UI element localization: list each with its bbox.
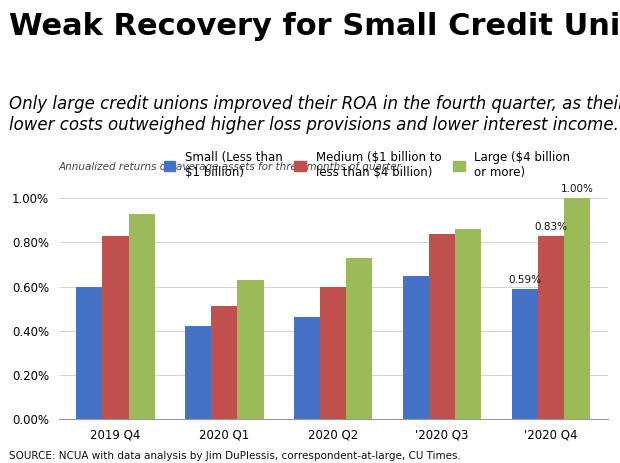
Text: Weak Recovery for Small Credit Unions: Weak Recovery for Small Credit Unions bbox=[9, 12, 620, 41]
Bar bbox=[102, 236, 128, 419]
Text: Only large credit unions improved their ROA in the fourth quarter, as their
lowe: Only large credit unions improved their … bbox=[9, 95, 620, 134]
Bar bbox=[185, 326, 211, 419]
Bar bbox=[76, 287, 102, 419]
Text: 0.83%: 0.83% bbox=[534, 222, 567, 232]
Bar bbox=[237, 280, 264, 419]
Bar bbox=[512, 289, 538, 419]
Bar bbox=[429, 233, 455, 419]
Text: 0.59%: 0.59% bbox=[508, 275, 541, 285]
Bar bbox=[320, 287, 347, 419]
Bar bbox=[294, 318, 320, 419]
Bar bbox=[347, 258, 373, 419]
Bar bbox=[403, 275, 429, 419]
Bar bbox=[455, 229, 481, 419]
Legend: Small (Less than
$1 billion), Medium ($1 billion to
less than $4 billion), Large: Small (Less than $1 billion), Medium ($1… bbox=[164, 150, 570, 179]
Bar bbox=[538, 236, 564, 419]
Bar bbox=[564, 198, 590, 419]
Bar bbox=[128, 214, 155, 419]
Text: Annualized returns on average assets for three months of quarter: Annualized returns on average assets for… bbox=[59, 162, 402, 172]
Bar bbox=[211, 307, 237, 419]
Text: SOURCE: NCUA with data analysis by Jim DuPlessis, correspondent-at-large, CU Tim: SOURCE: NCUA with data analysis by Jim D… bbox=[9, 450, 461, 461]
Text: 1.00%: 1.00% bbox=[560, 184, 593, 194]
